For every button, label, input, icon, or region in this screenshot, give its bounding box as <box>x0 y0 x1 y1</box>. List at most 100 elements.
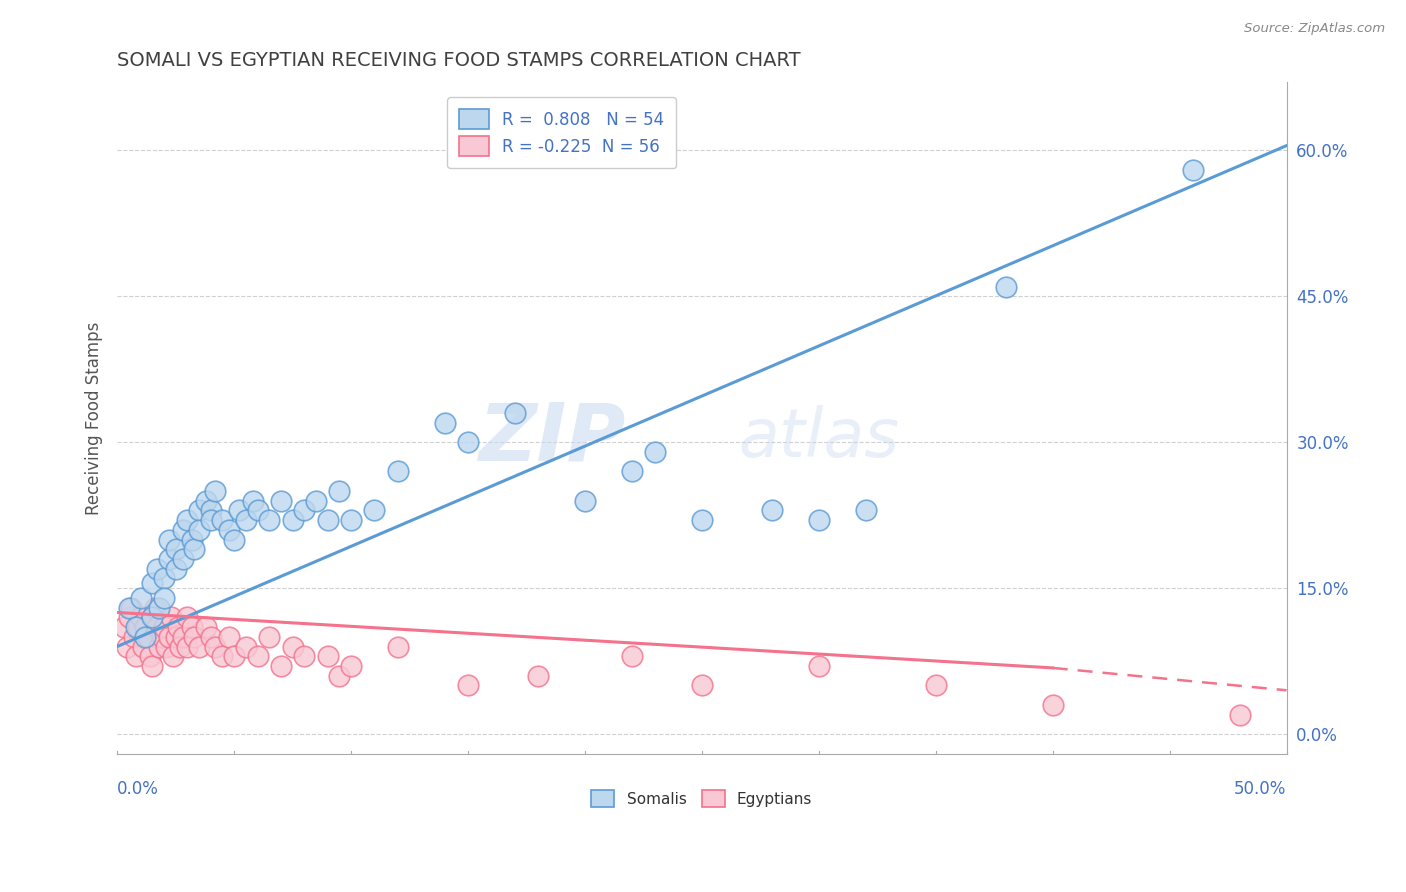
Point <box>176 610 198 624</box>
Text: SOMALI VS EGYPTIAN RECEIVING FOOD STAMPS CORRELATION CHART: SOMALI VS EGYPTIAN RECEIVING FOOD STAMPS… <box>117 51 801 70</box>
Point <box>200 503 222 517</box>
Legend: Somalis, Egyptians: Somalis, Egyptians <box>585 784 818 813</box>
Text: Source: ZipAtlas.com: Source: ZipAtlas.com <box>1244 22 1385 36</box>
Point <box>994 279 1017 293</box>
Point <box>228 503 250 517</box>
Point <box>218 523 240 537</box>
Point <box>155 640 177 654</box>
Point <box>281 513 304 527</box>
Point <box>574 493 596 508</box>
Point <box>246 503 269 517</box>
Point <box>172 552 194 566</box>
Point <box>316 649 339 664</box>
Point <box>204 640 226 654</box>
Point <box>129 610 152 624</box>
Point <box>141 659 163 673</box>
Point <box>165 542 187 557</box>
Point <box>148 600 170 615</box>
Point <box>224 533 246 547</box>
Point <box>503 406 526 420</box>
Text: ZIP: ZIP <box>478 399 626 477</box>
Point <box>235 513 257 527</box>
Point <box>211 513 233 527</box>
Point <box>761 503 783 517</box>
Point <box>620 465 643 479</box>
Point <box>200 630 222 644</box>
Point <box>1042 698 1064 712</box>
Point <box>690 513 713 527</box>
Point <box>457 678 479 692</box>
Point <box>169 640 191 654</box>
Point <box>129 591 152 605</box>
Point <box>281 640 304 654</box>
Point <box>340 513 363 527</box>
Point <box>807 513 830 527</box>
Point <box>218 630 240 644</box>
Point <box>172 630 194 644</box>
Point <box>257 513 280 527</box>
Point <box>148 640 170 654</box>
Point <box>925 678 948 692</box>
Point <box>181 620 204 634</box>
Point <box>195 620 218 634</box>
Point <box>120 600 142 615</box>
Point <box>183 542 205 557</box>
Point <box>153 620 176 634</box>
Point <box>183 630 205 644</box>
Point <box>807 659 830 673</box>
Point <box>1182 162 1205 177</box>
Point <box>242 493 264 508</box>
Point <box>112 620 135 634</box>
Point <box>457 435 479 450</box>
Point <box>143 600 166 615</box>
Text: 50.0%: 50.0% <box>1234 780 1286 798</box>
Point <box>134 620 156 634</box>
Text: 0.0%: 0.0% <box>117 780 159 798</box>
Point <box>363 503 385 517</box>
Point <box>165 630 187 644</box>
Point <box>181 533 204 547</box>
Point <box>157 552 180 566</box>
Point <box>115 640 138 654</box>
Point <box>132 640 155 654</box>
Point <box>188 640 211 654</box>
Point <box>270 659 292 673</box>
Point <box>139 649 162 664</box>
Point <box>328 669 350 683</box>
Point <box>328 483 350 498</box>
Point <box>136 630 159 644</box>
Point <box>340 659 363 673</box>
Point <box>150 630 173 644</box>
Point <box>125 649 148 664</box>
Point <box>195 493 218 508</box>
Point <box>127 620 149 634</box>
Point <box>176 513 198 527</box>
Point <box>235 640 257 654</box>
Point <box>270 493 292 508</box>
Point <box>257 630 280 644</box>
Point <box>141 610 163 624</box>
Point <box>1229 707 1251 722</box>
Point <box>188 503 211 517</box>
Point <box>153 571 176 585</box>
Point <box>644 445 666 459</box>
Point <box>316 513 339 527</box>
Point <box>165 562 187 576</box>
Point <box>620 649 643 664</box>
Point <box>387 640 409 654</box>
Point <box>188 523 211 537</box>
Point <box>141 610 163 624</box>
Point <box>172 523 194 537</box>
Text: atlas: atlas <box>738 405 900 471</box>
Point <box>176 640 198 654</box>
Point <box>690 678 713 692</box>
Point <box>162 649 184 664</box>
Point <box>211 649 233 664</box>
Point <box>157 533 180 547</box>
Point <box>224 649 246 664</box>
Point <box>204 483 226 498</box>
Point <box>292 503 315 517</box>
Point <box>855 503 877 517</box>
Y-axis label: Receiving Food Stamps: Receiving Food Stamps <box>86 321 103 515</box>
Point <box>387 465 409 479</box>
